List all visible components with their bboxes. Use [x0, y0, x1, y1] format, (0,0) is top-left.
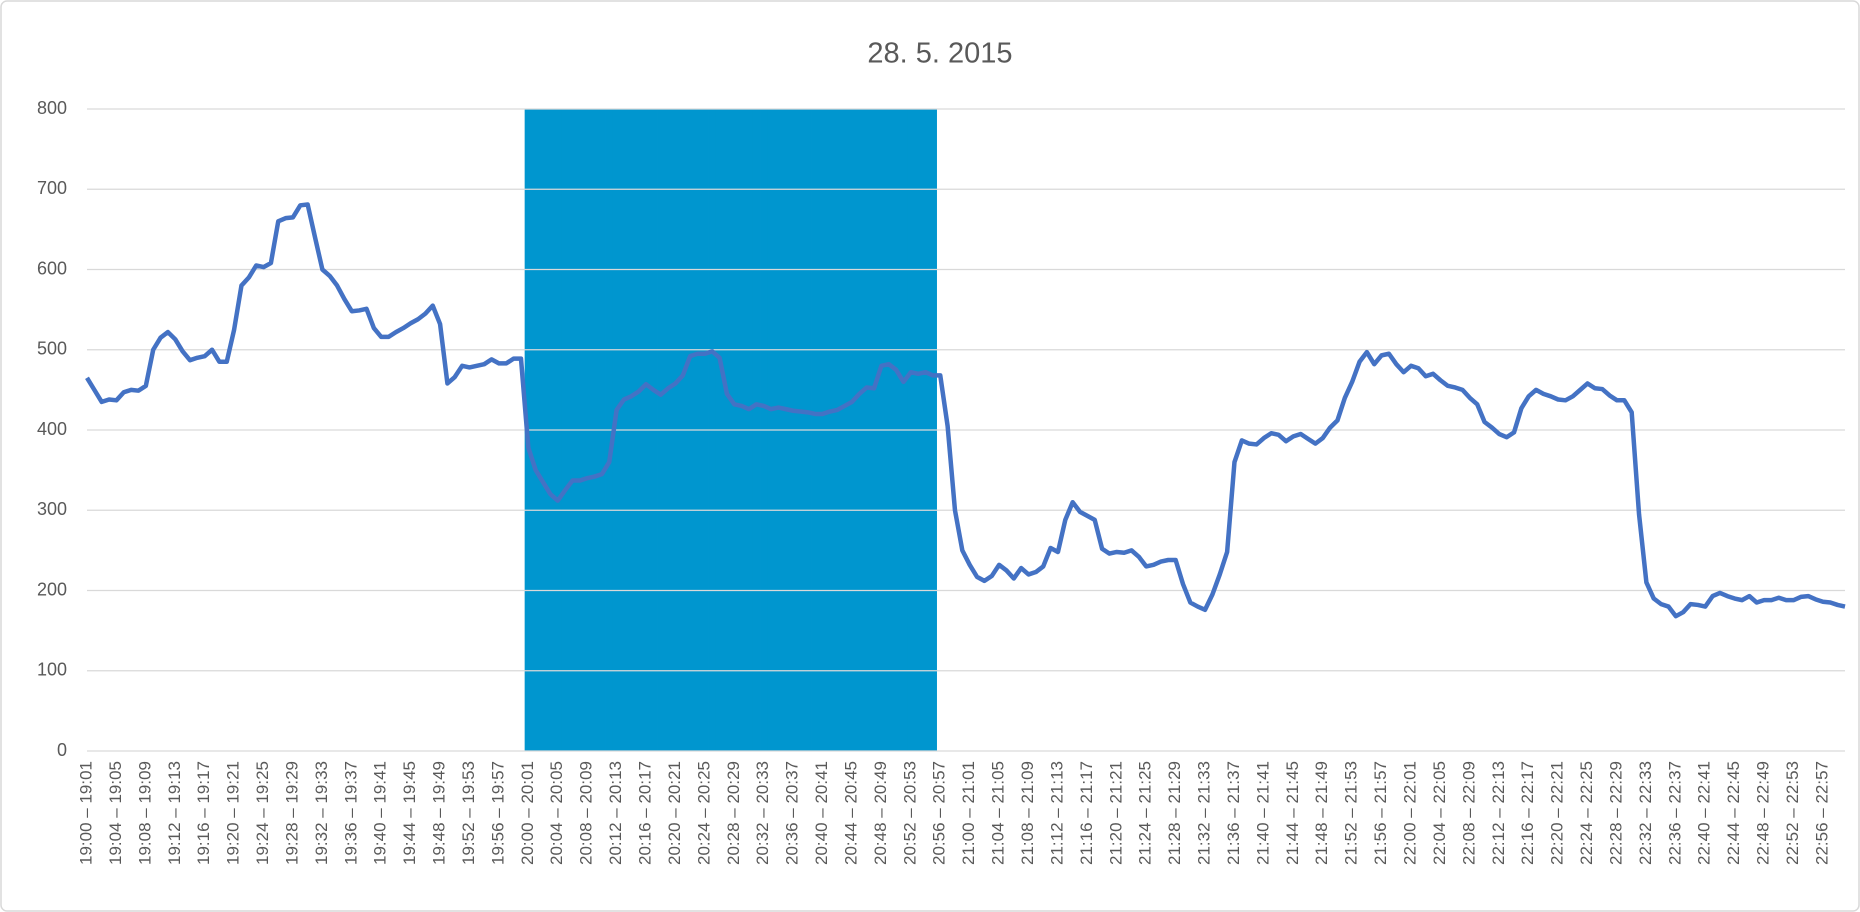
y-tick-label: 600	[37, 258, 67, 278]
x-tick-label: 20:40 – 20:41	[812, 761, 831, 865]
x-tick-label: 22:52 – 22:53	[1783, 761, 1802, 865]
x-tick-label: 19:12 – 19:13	[165, 761, 184, 865]
y-tick-label: 500	[37, 339, 67, 359]
x-tick-label: 21:20 – 21:21	[1106, 761, 1125, 865]
x-tick-label: 22:48 – 22:49	[1754, 761, 1773, 865]
x-tick-label: 21:16 – 21:17	[1077, 761, 1096, 865]
x-tick-label: 19:40 – 19:41	[371, 761, 390, 865]
x-tick-label: 21:36 – 21:37	[1224, 761, 1243, 865]
x-tick-label: 19:48 – 19:49	[430, 761, 449, 865]
x-tick-label: 21:44 – 21:45	[1283, 761, 1302, 865]
x-tick-label: 21:52 – 21:53	[1342, 761, 1361, 865]
y-tick-label: 300	[37, 499, 67, 519]
x-tick-label: 22:08 – 22:09	[1459, 761, 1478, 865]
x-tick-label: 21:48 – 21:49	[1312, 761, 1331, 865]
x-tick-label: 21:32 – 21:33	[1195, 761, 1214, 865]
x-tick-label: 21:00 – 21:01	[959, 761, 978, 865]
x-tick-label: 20:16 – 20:17	[636, 761, 655, 865]
x-tick-label: 19:20 – 19:21	[224, 761, 243, 865]
x-tick-label: 20:52 – 20:53	[900, 761, 919, 865]
x-tick-label: 21:40 – 21:41	[1253, 761, 1272, 865]
x-tick-label: 21:56 – 21:57	[1371, 761, 1390, 865]
x-tick-label: 21:04 – 21:05	[989, 761, 1008, 865]
x-tick-label: 19:56 – 19:57	[488, 761, 507, 865]
x-tick-label: 19:44 – 19:45	[400, 761, 419, 865]
x-tick-label: 20:44 – 20:45	[841, 761, 860, 865]
x-tick-label: 22:56 – 22:57	[1812, 761, 1831, 865]
x-tick-label: 22:20 – 22:21	[1548, 761, 1567, 865]
x-tick-label: 22:16 – 22:17	[1518, 761, 1537, 865]
y-tick-label: 400	[37, 419, 67, 439]
x-tick-label: 22:44 – 22:45	[1724, 761, 1743, 865]
x-tick-label: 22:32 – 22:33	[1636, 761, 1655, 865]
x-tick-label: 20:12 – 20:13	[606, 761, 625, 865]
x-tick-label: 21:08 – 21:09	[1018, 761, 1037, 865]
data-line	[85, 202, 1846, 619]
y-tick-label: 200	[37, 579, 67, 599]
x-tick-label: 19:04 – 19:05	[106, 761, 125, 865]
x-tick-label: 22:12 – 22:13	[1489, 761, 1508, 865]
y-tick-label: 700	[37, 178, 67, 198]
x-tick-label: 22:04 – 22:05	[1430, 761, 1449, 865]
x-tick-label: 20:08 – 20:09	[577, 761, 596, 865]
chart-title: 28. 5. 2015	[867, 38, 1012, 70]
x-tick-label: 22:28 – 22:29	[1606, 761, 1625, 865]
x-tick-label: 21:24 – 21:25	[1136, 761, 1155, 865]
y-tick-label: 800	[37, 98, 67, 118]
x-tick-label: 19:08 – 19:09	[135, 761, 154, 865]
x-tick-label: 19:52 – 19:53	[459, 761, 478, 865]
x-tick-label: 21:28 – 21:29	[1165, 761, 1184, 865]
x-tick-label: 20:28 – 20:29	[724, 761, 743, 865]
x-tick-label: 22:00 – 22:01	[1401, 761, 1420, 865]
x-tick-label: 20:56 – 20:57	[930, 761, 949, 865]
x-tick-label: 20:36 – 20:37	[783, 761, 802, 865]
x-tick-label: 19:00 – 19:01	[76, 761, 95, 865]
y-tick-label: 0	[57, 740, 67, 760]
x-tick-label: 20:24 – 20:25	[694, 761, 713, 865]
x-tick-label: 20:20 – 20:21	[665, 761, 684, 865]
x-tick-label: 22:24 – 22:25	[1577, 761, 1596, 865]
x-tick-label: 20:48 – 20:49	[871, 761, 890, 865]
x-tick-label: 19:16 – 19:17	[194, 761, 213, 865]
x-tick-label: 20:00 – 20:01	[518, 761, 537, 865]
x-tick-label: 22:36 – 22:37	[1665, 761, 1684, 865]
x-tick-label: 19:24 – 19:25	[253, 761, 272, 865]
x-tick-label: 22:40 – 22:41	[1695, 761, 1714, 865]
y-tick-label: 100	[37, 660, 67, 680]
x-tick-label: 20:04 – 20:05	[547, 761, 566, 865]
x-tick-label: 19:36 – 19:37	[341, 761, 360, 865]
x-tick-label: 20:32 – 20:33	[753, 761, 772, 865]
x-tick-label: 21:12 – 21:13	[1047, 761, 1066, 865]
x-tick-label: 19:28 – 19:29	[282, 761, 301, 865]
x-tick-label: 19:32 – 19:33	[312, 761, 331, 865]
